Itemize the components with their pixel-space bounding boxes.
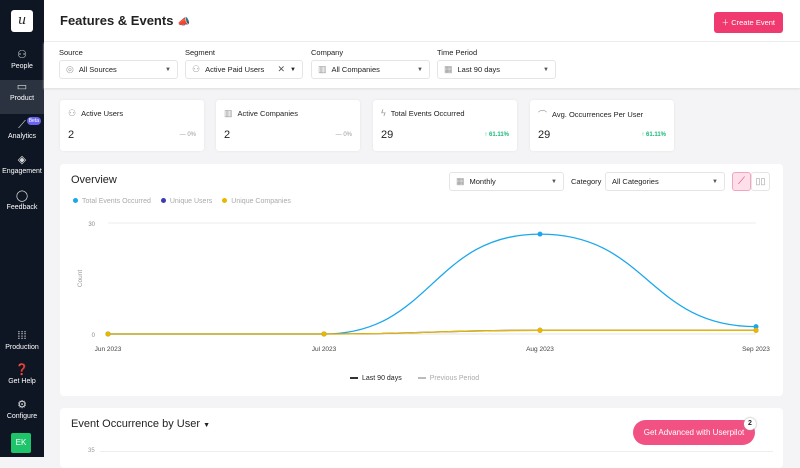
feedback-icon: ◯ bbox=[15, 190, 29, 202]
company-select[interactable]: ▥ All Companies ▼ bbox=[311, 60, 430, 79]
line-chart-icon: ⟋ bbox=[738, 176, 745, 187]
chevron-down-icon: ▼ bbox=[712, 178, 718, 185]
x-tick-label: Jun 2023 bbox=[95, 346, 122, 353]
x-tick-label: Aug 2023 bbox=[526, 346, 554, 353]
app-logo[interactable]: u bbox=[11, 10, 33, 32]
chevron-down-icon: ▼ bbox=[551, 178, 557, 185]
get-advanced-button[interactable]: Get Advanced with Userpilot bbox=[633, 420, 755, 445]
stat-card-avg-occurrences: ⌒ Avg. Occurrences Per User 29 ↑ 61.11% bbox=[530, 100, 674, 151]
users-icon: ⚇ bbox=[68, 108, 77, 118]
series-line bbox=[108, 233, 757, 335]
users-icon: ⚇ bbox=[192, 64, 201, 74]
data-point bbox=[105, 331, 111, 337]
notification-badge: 2 bbox=[744, 418, 756, 430]
avatar[interactable]: EK bbox=[11, 433, 31, 453]
overview-title: Overview bbox=[71, 174, 117, 186]
stat-card-total-events: ϟ Total Events Occurred 29 ↑ 61.11% bbox=[373, 100, 517, 151]
clear-icon[interactable]: ✕ bbox=[277, 64, 286, 74]
building-icon: ▥ bbox=[318, 64, 327, 74]
stat-card-active-users: ⚇ Active Users 2— 0% bbox=[60, 100, 204, 151]
segment-select[interactable]: ⚇ Active Paid Users ✕ ▼ bbox=[185, 60, 303, 79]
legend-item[interactable]: Total Events Occurred bbox=[73, 198, 151, 205]
lightning-icon: ϟ bbox=[381, 108, 386, 118]
x-tick-label: Sep 2023 bbox=[742, 346, 770, 353]
category-select[interactable]: All Categories ▼ bbox=[605, 172, 725, 191]
y-tick-label: 0 bbox=[92, 333, 96, 339]
analytics-icon: ⟋ bbox=[18, 119, 26, 131]
grid-icon: ⁞⁞⁞ bbox=[17, 330, 27, 342]
x-tick-label: Jul 2023 bbox=[312, 346, 337, 353]
interval-select[interactable]: ▦ Monthly ▼ bbox=[449, 172, 564, 191]
sidebar-item-feedback[interactable]: ◯ Feedback bbox=[0, 189, 44, 223]
bar-chart-toggle[interactable]: ▯▯ bbox=[751, 172, 770, 191]
engagement-icon: ◈ bbox=[17, 154, 27, 166]
sidebar-item-people[interactable]: ⚇ People bbox=[0, 48, 44, 82]
legend-previous[interactable]: Previous Period bbox=[417, 375, 479, 382]
data-point bbox=[753, 324, 759, 330]
sidebar-item-configure[interactable]: ⚙ Configure bbox=[0, 398, 44, 432]
gear-icon: ⚙ bbox=[17, 399, 27, 411]
legend-item[interactable]: Unique Companies bbox=[222, 198, 291, 205]
globe-icon: ◎ bbox=[66, 64, 74, 74]
calendar-icon: ▦ bbox=[444, 64, 453, 74]
chevron-down-icon: ▼ bbox=[417, 66, 423, 73]
legend-current[interactable]: Last 90 days bbox=[350, 375, 402, 382]
y-tick-label: 30 bbox=[88, 222, 95, 228]
bar-chart-icon: ▯▯ bbox=[755, 176, 766, 186]
chevron-down-icon: ▼ bbox=[203, 422, 210, 429]
filter-bar: Source ◎ All Sources ▼ Segment ⚇ Active Pai… bbox=[44, 42, 800, 88]
time-period-select[interactable]: ▦ Last 90 days ▼ bbox=[437, 60, 556, 79]
help-icon: ❓ bbox=[15, 364, 29, 376]
sidebar-item-help[interactable]: ❓ Get Help bbox=[0, 363, 44, 397]
megaphone-icon: 📣 bbox=[177, 17, 190, 28]
line-chart: 0 30 Count Jun 2023 Jul 2023 Aug 2023 Sep 2023 bbox=[77, 222, 770, 353]
beta-badge: Beta bbox=[26, 117, 41, 125]
sidebar: u ⚇ People ▭ Product ⟋ Beta Analytics ◈ Engag… bbox=[0, 0, 44, 457]
page-title: Features & Events 📣 bbox=[60, 13, 190, 28]
overview-panel: Overview ▦ Monthly ▼ Category All Categori… bbox=[60, 164, 783, 396]
sidebar-item-production[interactable]: ⁞⁞⁞ Production bbox=[0, 329, 44, 363]
bell-curve-icon: ⌒ bbox=[538, 110, 548, 120]
source-select[interactable]: ◎ All Sources ▼ bbox=[59, 60, 178, 79]
data-point bbox=[753, 327, 759, 333]
sidebar-item-analytics[interactable]: ⟋ Beta Analytics bbox=[0, 117, 44, 152]
period-legend: Last 90 days Previous Period bbox=[350, 375, 479, 382]
chart-legend: Total Events Occurred Unique Users Uniqu… bbox=[73, 198, 291, 205]
building-icon: ▥ bbox=[224, 108, 233, 118]
people-icon: ⚇ bbox=[17, 49, 27, 61]
product-icon: ▭ bbox=[16, 81, 28, 93]
create-event-button[interactable]: ＋ Create Event bbox=[713, 12, 783, 33]
chevron-down-icon: ▼ bbox=[290, 66, 296, 73]
section-title[interactable]: Event Occurrence by User ▼ bbox=[71, 418, 210, 430]
chevron-down-icon: ▼ bbox=[165, 66, 171, 73]
sidebar-item-product[interactable]: ▭ Product bbox=[0, 80, 44, 114]
series-line bbox=[108, 329, 756, 335]
sidebar-item-engagement[interactable]: ◈ Engagement bbox=[0, 153, 44, 187]
data-point bbox=[537, 231, 543, 237]
stat-card-active-companies: ▥ Active Companies 2— 0% bbox=[216, 100, 360, 151]
legend-item[interactable]: Unique Users bbox=[160, 198, 212, 205]
data-point bbox=[321, 331, 327, 337]
data-point bbox=[537, 327, 543, 333]
y-axis-label: Count bbox=[77, 270, 84, 288]
chevron-down-icon: ▼ bbox=[543, 66, 549, 73]
header: Features & Events 📣 ＋ Create Event bbox=[44, 0, 800, 42]
line-chart-toggle[interactable]: ⟋ bbox=[732, 172, 751, 191]
calendar-icon: ▦ bbox=[456, 176, 465, 186]
